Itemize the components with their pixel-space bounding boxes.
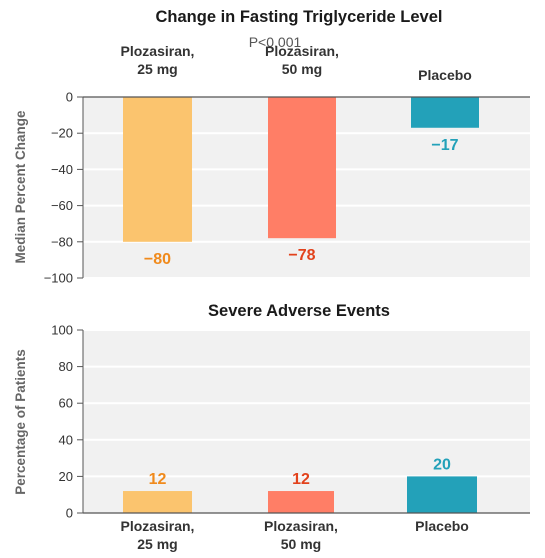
category-label: Plozasiran, 50 mg	[265, 43, 339, 77]
y-tick-label: −60	[51, 198, 73, 213]
chart-adverse-events: Severe Adverse Events 0 20 40 60 80 100 Percent…	[13, 302, 530, 552]
y-tick-label: −40	[51, 162, 73, 177]
y-tick-label: 80	[59, 359, 73, 374]
category-label: Plozasiran, 50 mg	[264, 518, 338, 552]
category-label: Plozasiran, 25 mg	[121, 518, 195, 552]
y-tick-label: −100	[44, 271, 73, 286]
category-label: Placebo	[418, 67, 472, 83]
chart-subtitle: P<0.001	[249, 34, 302, 50]
bar	[268, 491, 334, 513]
y-tick-label: 100	[51, 323, 73, 338]
category-label: Plozasiran, 25 mg	[121, 43, 195, 77]
y-axis-label: Percentage of Patients	[13, 349, 28, 495]
chart-title: Change in Fasting Triglyceride Level	[156, 8, 443, 26]
bar-data-label: 20	[433, 456, 451, 473]
bar-data-label: −80	[144, 251, 171, 268]
bar-data-label: 12	[149, 471, 167, 488]
bar	[123, 491, 192, 513]
bar-data-label: 12	[292, 471, 310, 488]
bar	[407, 476, 477, 513]
bar	[411, 97, 479, 128]
y-tick-label: 0	[66, 506, 73, 521]
bar-data-label: −17	[431, 137, 458, 154]
category-label: Placebo	[415, 518, 469, 534]
bar	[268, 97, 336, 239]
bar-data-label: −78	[288, 247, 315, 264]
bar	[123, 97, 192, 242]
y-tick-label: −80	[51, 234, 73, 249]
y-tick-label: −20	[51, 126, 73, 141]
chart-triglyceride: Change in Fasting Triglyceride Level P<0.…	[13, 8, 530, 286]
chart-title: Severe Adverse Events	[208, 302, 390, 320]
y-axis-label: Median Percent Change	[13, 110, 28, 264]
y-tick-label: 0	[66, 90, 73, 105]
y-tick-label: 20	[59, 469, 73, 484]
y-tick-label: 60	[59, 396, 73, 411]
y-tick-label: 40	[59, 432, 73, 447]
